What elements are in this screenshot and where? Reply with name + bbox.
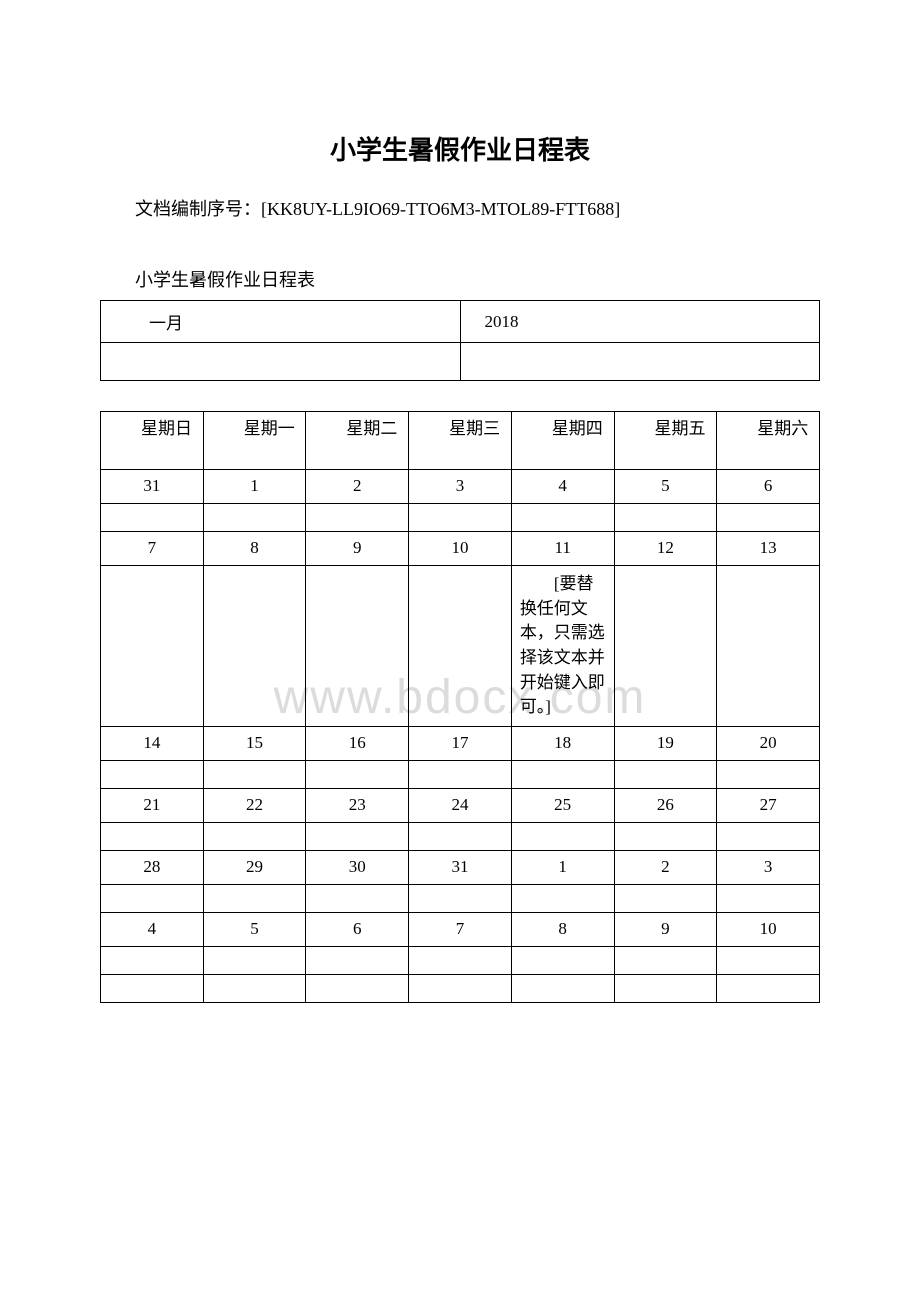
date-cell: 8 — [203, 532, 306, 566]
date-cell: 30 — [306, 850, 409, 884]
date-cell: 16 — [306, 726, 409, 760]
calendar-row-1: 31 1 2 3 4 5 6 — [101, 470, 820, 504]
date-cell: 22 — [203, 788, 306, 822]
date-cell: 8 — [511, 912, 614, 946]
date-cell: 31 — [409, 850, 512, 884]
note-blank — [717, 566, 820, 727]
date-cell: 6 — [717, 470, 820, 504]
calendar-row-4: 21 22 23 24 25 26 27 — [101, 788, 820, 822]
date-cell: 13 — [717, 532, 820, 566]
calendar-row-5: 28 29 30 31 1 2 3 — [101, 850, 820, 884]
weekday-thu: 星期四 — [511, 412, 614, 470]
date-cell: 7 — [101, 532, 204, 566]
weekday-fri: 星期五 — [614, 412, 717, 470]
date-cell: 4 — [101, 912, 204, 946]
weekday-header-row: 星期日 星期一 星期二 星期三 星期四 星期五 星期六 — [101, 412, 820, 470]
date-cell: 9 — [614, 912, 717, 946]
date-cell: 18 — [511, 726, 614, 760]
date-cell: 2 — [306, 470, 409, 504]
note-blank — [101, 566, 204, 727]
date-cell: 9 — [306, 532, 409, 566]
date-cell: 1 — [203, 470, 306, 504]
date-cell: 19 — [614, 726, 717, 760]
weekday-mon: 星期一 — [203, 412, 306, 470]
date-cell: 7 — [409, 912, 512, 946]
date-cell: 17 — [409, 726, 512, 760]
date-cell: 10 — [717, 912, 820, 946]
calendar-blank-row — [101, 974, 820, 1002]
date-cell: 3 — [717, 850, 820, 884]
date-cell: 26 — [614, 788, 717, 822]
note-blank — [203, 566, 306, 727]
date-cell: 11 — [511, 532, 614, 566]
date-cell: 3 — [409, 470, 512, 504]
date-cell: 23 — [306, 788, 409, 822]
calendar-blank-row — [101, 884, 820, 912]
weekday-sun: 星期日 — [101, 412, 204, 470]
weekday-sat: 星期六 — [717, 412, 820, 470]
date-cell: 5 — [203, 912, 306, 946]
date-cell: 12 — [614, 532, 717, 566]
calendar-blank-row — [101, 760, 820, 788]
date-cell: 25 — [511, 788, 614, 822]
header-blank-right — [460, 343, 820, 381]
docnum-label: 文档编制序号： — [135, 199, 261, 219]
date-cell: 15 — [203, 726, 306, 760]
calendar-blank-row — [101, 504, 820, 532]
date-cell: 21 — [101, 788, 204, 822]
date-cell: 20 — [717, 726, 820, 760]
calendar-row-6: 4 5 6 7 8 9 10 — [101, 912, 820, 946]
date-cell: 27 — [717, 788, 820, 822]
document-number: 文档编制序号：[KK8UY-LL9IO69-TTO6M3-MTOL89-FTT6… — [100, 195, 820, 221]
date-cell: 31 — [101, 470, 204, 504]
date-cell: 1 — [511, 850, 614, 884]
note-cell: [要替换任何文本，只需选择该文本并开始键入即可。] — [511, 566, 614, 727]
calendar-row-2: 7 8 9 10 11 12 13 — [101, 532, 820, 566]
page-title: 小学生暑假作业日程表 — [100, 130, 820, 167]
month-cell: 一月 — [101, 301, 461, 343]
weekday-wed: 星期三 — [409, 412, 512, 470]
date-cell: 28 — [101, 850, 204, 884]
docnum-value: [KK8UY-LL9IO69-TTO6M3-MTOL89-FTT688] — [261, 199, 620, 219]
calendar-table: 星期日 星期一 星期二 星期三 星期四 星期五 星期六 31 1 2 3 4 5… — [100, 411, 820, 1003]
header-blank-left — [101, 343, 461, 381]
date-cell: 29 — [203, 850, 306, 884]
weekday-tue: 星期二 — [306, 412, 409, 470]
date-cell: 14 — [101, 726, 204, 760]
subtitle: 小学生暑假作业日程表 — [100, 266, 820, 292]
date-cell: 24 — [409, 788, 512, 822]
header-table: 一月 2018 — [100, 300, 820, 381]
date-cell: 4 — [511, 470, 614, 504]
date-cell: 5 — [614, 470, 717, 504]
date-cell: 10 — [409, 532, 512, 566]
year-cell: 2018 — [460, 301, 820, 343]
calendar-row-3: 14 15 16 17 18 19 20 — [101, 726, 820, 760]
note-blank — [306, 566, 409, 727]
calendar-note-row: [要替换任何文本，只需选择该文本并开始键入即可。] — [101, 566, 820, 727]
date-cell: 2 — [614, 850, 717, 884]
calendar-blank-row — [101, 822, 820, 850]
note-blank — [409, 566, 512, 727]
note-blank — [614, 566, 717, 727]
calendar-blank-row — [101, 946, 820, 974]
date-cell: 6 — [306, 912, 409, 946]
